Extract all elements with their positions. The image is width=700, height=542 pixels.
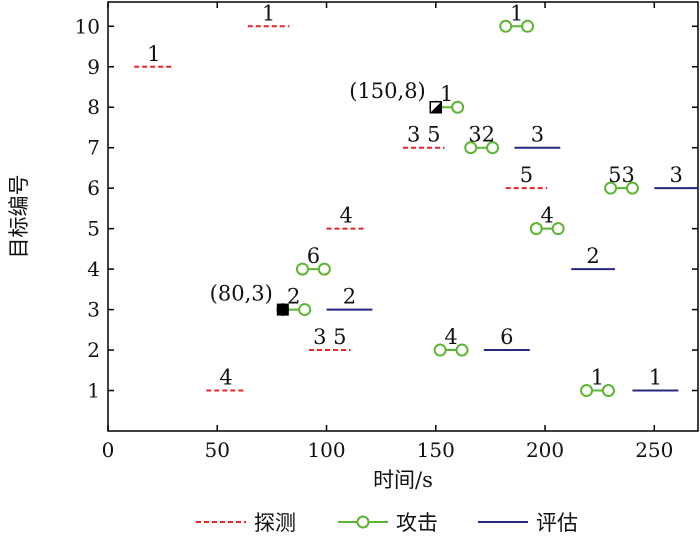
y-tick-label: 8 <box>87 95 100 119</box>
plot-frame <box>107 1 699 432</box>
x-tick-label: 200 <box>526 438 564 462</box>
attack-end-circle <box>317 262 331 276</box>
attack-start-circle <box>295 262 309 276</box>
segment-label: 1 <box>649 366 662 390</box>
segment-label: 53 <box>608 163 635 187</box>
x-tick-label: 150 <box>417 438 455 462</box>
x-tick-label: 250 <box>635 438 673 462</box>
segment-label: 3 5 <box>313 325 346 349</box>
y-tick-label: 2 <box>87 338 100 362</box>
segment-label: 6 <box>307 244 320 268</box>
legend-attack-circle <box>356 515 370 529</box>
legend-label: 攻击 <box>396 511 438 535</box>
attack-end-circle <box>521 19 535 33</box>
segment-label: 5 <box>520 163 533 187</box>
segment-label: 3 <box>669 163 682 187</box>
chart-marks <box>134 19 698 398</box>
y-tick-label: 10 <box>75 14 100 38</box>
y-tick-label: 5 <box>87 217 100 241</box>
segment-label: 4 <box>444 325 457 349</box>
segment-label: 1 <box>440 82 453 106</box>
segment-label: 6 <box>500 325 513 349</box>
segment-label: 2 <box>343 285 356 309</box>
attack-start-circle <box>580 384 594 398</box>
plot-area <box>107 1 699 432</box>
segment-label: 32 <box>468 123 495 147</box>
legend-label: 评估 <box>536 511 578 535</box>
x-tick-label: 0 <box>102 438 115 462</box>
half-filled-square-fill <box>430 101 442 113</box>
attack-start-circle <box>464 141 478 155</box>
point-annotation-label: (150,8) <box>349 79 426 103</box>
legend: 探测 攻击 评估 <box>196 511 578 535</box>
segment-label: 4 <box>219 366 232 390</box>
attack-end-circle <box>486 141 500 155</box>
y-tick-label: 4 <box>87 257 100 281</box>
segment-label: 1 <box>591 366 604 390</box>
y-tick-label: 7 <box>87 136 100 160</box>
attack-end-circle <box>451 100 465 114</box>
segment-label: 3 <box>531 123 544 147</box>
segment-label: 2 <box>287 285 300 309</box>
attack-end-circle <box>551 222 565 236</box>
y-tick-label: 3 <box>87 298 100 322</box>
segment-label: 2 <box>586 244 599 268</box>
y-axis-title: 目标编号 <box>7 175 31 259</box>
attack-end-circle <box>601 384 615 398</box>
attack-start-circle <box>604 181 618 195</box>
filled-square-marker <box>276 303 289 316</box>
point-annotations: (150,8) (80,3) <box>210 79 443 316</box>
attack-start-circle <box>433 343 447 357</box>
point-annotation-label: (80,3) <box>210 282 273 306</box>
segment-label: 1 <box>262 1 275 25</box>
attack-end-circle <box>625 181 639 195</box>
attack-start-circle <box>499 19 513 33</box>
x-tick-label: 50 <box>205 438 230 462</box>
y-tick-label: 1 <box>87 379 100 403</box>
segment-label: 4 <box>339 204 352 228</box>
attack-end-circle <box>455 343 469 357</box>
segment-label: 1 <box>510 1 523 25</box>
legend-label: 探测 <box>254 511 296 535</box>
attack-end-circle <box>298 303 312 317</box>
x-axis-title: 时间/s <box>373 468 433 492</box>
y-tick-label: 9 <box>87 55 100 79</box>
y-tick-label: 6 <box>87 176 100 200</box>
x-tick-label: 100 <box>307 438 345 462</box>
segment-label: 4 <box>541 204 554 228</box>
segment-label: 3 5 <box>407 123 440 147</box>
segment-label: 1 <box>147 42 160 66</box>
attack-start-circle <box>529 222 543 236</box>
